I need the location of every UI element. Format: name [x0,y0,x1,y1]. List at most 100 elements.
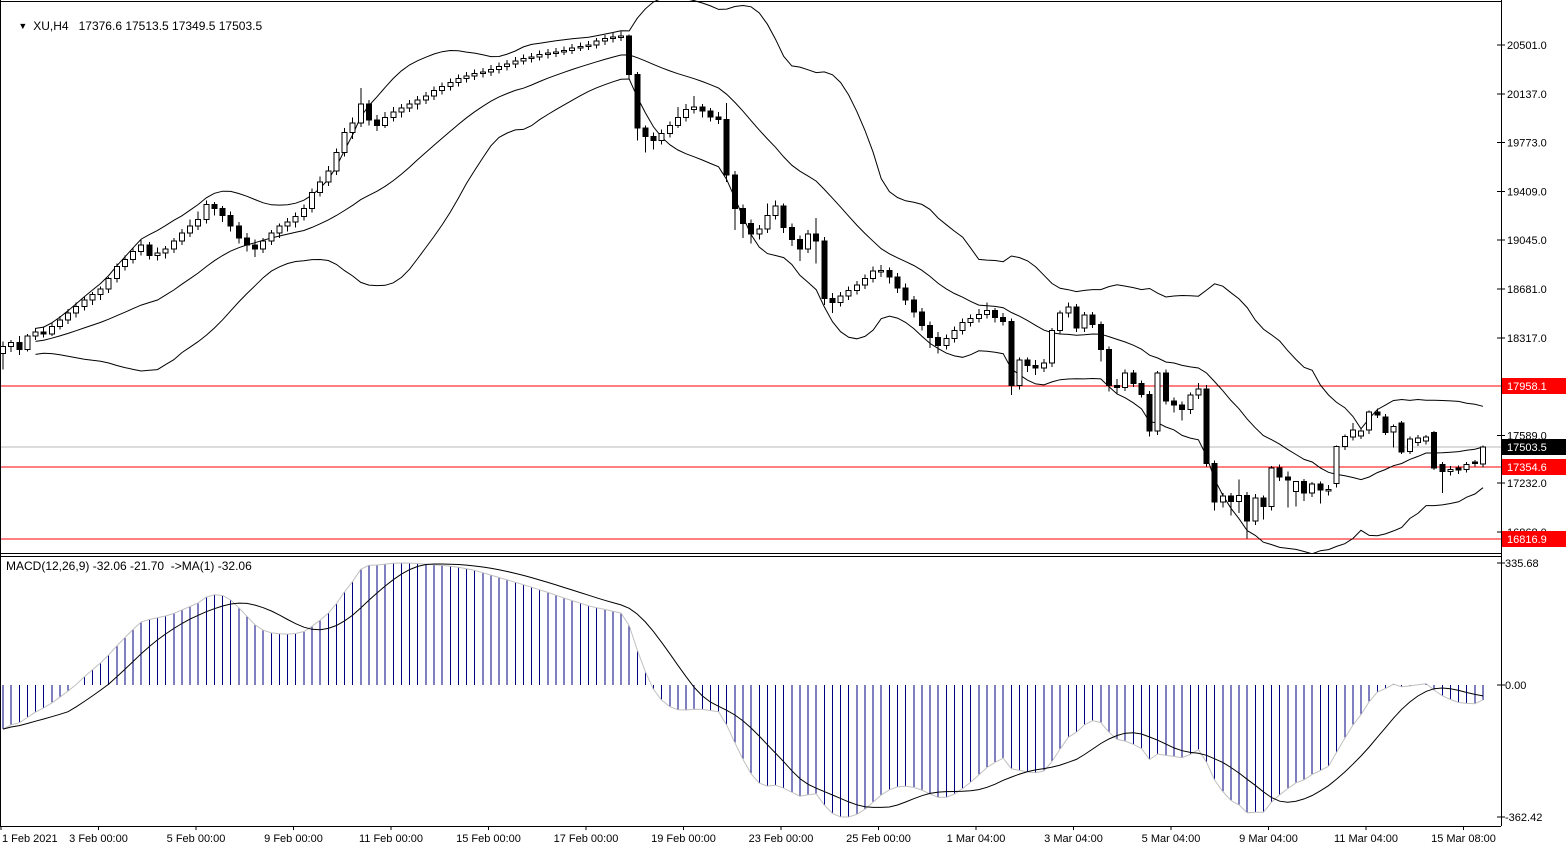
candle-bullish [1016,357,1023,390]
time-axis-label: 25 Feb 00:00 [846,833,911,845]
candle-body [1122,372,1129,389]
candle-bearish [1032,360,1039,375]
candle-bullish [357,88,364,127]
candle-bullish [260,238,267,253]
candle-body [1447,468,1454,472]
candle-body [1024,359,1031,367]
candle-bullish [504,59,511,71]
candle-bearish [707,108,714,122]
candle-bearish [918,307,925,331]
bollinger-lower-band [35,78,1484,553]
candle-body [634,74,641,129]
candle-body [788,226,795,241]
time-axis-label: 23 Feb 00:00 [749,833,814,845]
price-label-box [1502,438,1566,455]
candle-body [1366,411,1373,431]
time-axis-label: 15 Mar 08:00 [1431,833,1496,845]
candle-body [1423,436,1430,442]
candle-bearish [252,239,259,257]
candle-bullish [1341,434,1348,450]
candle-bullish [1325,484,1332,496]
candle-bearish [243,232,250,252]
candle-bullish [1122,369,1129,391]
candle-bearish [1260,495,1267,520]
candle-body [414,99,421,105]
candle-body [1065,306,1072,314]
candle-bullish [837,291,844,307]
candle-body [276,225,283,234]
candle-body [89,293,96,301]
candle-body [422,95,429,101]
candle-body [1390,426,1397,433]
candle-bullish [349,117,356,139]
candle-body [536,54,543,58]
candle-bullish [32,327,39,341]
time-axis-label: 11 Feb 00:00 [359,833,423,845]
candle-body [764,214,771,230]
candle-bearish [731,171,738,231]
candle-bullish [89,291,96,306]
candle-bullish [512,57,519,68]
time-axis-label: 17 Feb 00:00 [554,833,619,845]
candle-body [561,49,568,53]
candle-body [528,56,535,60]
candle-bullish [569,43,576,54]
candle-bullish [439,82,446,95]
candle-bullish [487,65,494,76]
candle-bullish [1366,410,1373,434]
candle-body [512,60,519,65]
candle-body [1398,422,1405,453]
price-label-box [1502,530,1566,547]
candle-bullish [317,176,324,197]
candle-bearish [1455,465,1462,475]
candle-body [73,306,80,314]
candle-bearish [1203,384,1210,467]
candle-body [365,103,372,121]
candle-body [170,240,177,250]
candle-body [162,248,169,254]
candle-bullish [105,277,112,294]
candle-bullish [870,266,877,283]
candle-bearish [1170,397,1177,413]
candle-body [1431,432,1438,469]
candle-body [146,244,153,257]
time-axis-label: 3 Mar 04:00 [1044,833,1103,845]
candle-bullish [528,53,535,63]
candle-body [1268,467,1275,507]
candle-body [601,37,608,42]
macd-axis-label: -362.42 [1505,812,1542,824]
candle-body [707,110,714,118]
candle-bearish [886,267,893,284]
candle-bearish [146,242,153,260]
candle-body [32,331,39,337]
candle-bullish [162,246,169,259]
candle-body [292,216,299,223]
candle-bullish [861,274,868,290]
candle-body [796,239,803,250]
candle-bullish [552,47,559,58]
candle-bullish [772,200,779,220]
candle-body [1016,359,1023,387]
candle-body [1049,330,1056,364]
candle-bullish [325,165,332,186]
candle-bearish [1284,471,1291,508]
candle-bearish [642,125,649,153]
candle-bullish [1187,392,1194,414]
candle-bullish [390,106,397,122]
candle-bearish [894,273,901,294]
candle-bullish [1423,435,1430,445]
candle-body [731,174,738,210]
candle-body [569,47,576,51]
candle-bullish [1447,466,1454,476]
time-axis-label: 15 Feb 00:00 [456,833,521,845]
candle-body [1114,385,1121,389]
time-axis-label: 5 Mar 04:00 [1142,833,1201,845]
time-axis-label: 1 Mar 04:00 [947,833,1006,845]
price-label-box-text: 17503.5 [1507,442,1547,454]
candle-body [455,78,462,84]
candle-bearish [992,307,999,323]
candle-body [927,324,934,338]
candle-body [65,312,72,321]
